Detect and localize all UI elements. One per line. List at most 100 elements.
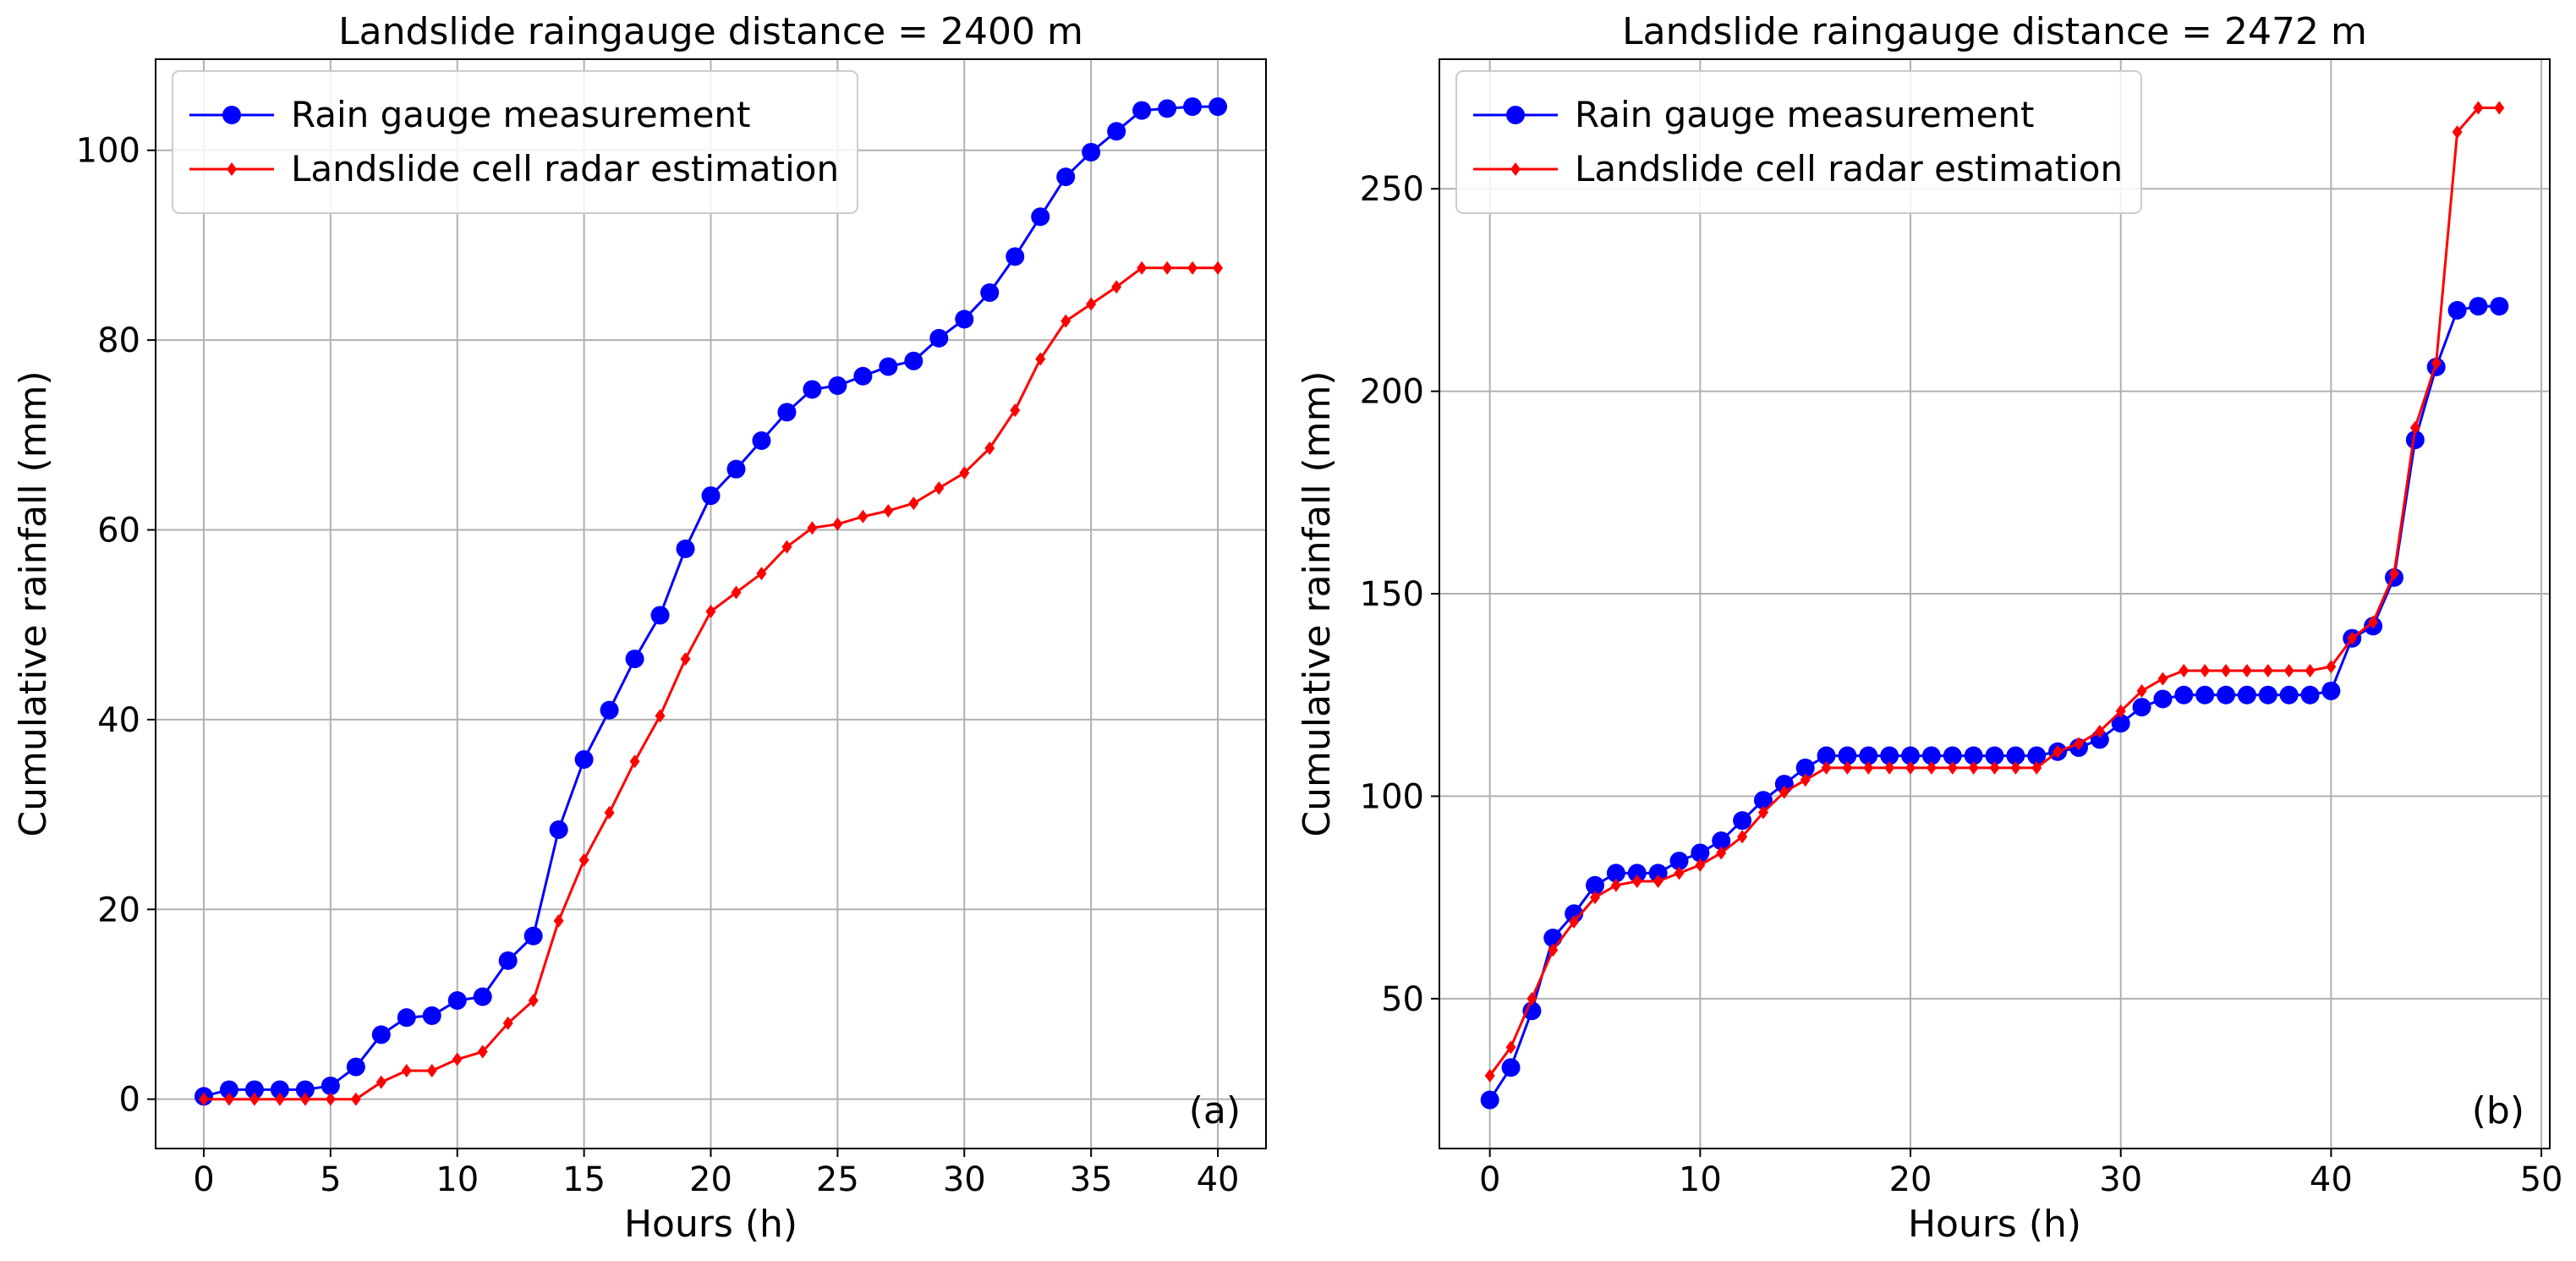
legend-marker-diamond bbox=[227, 162, 237, 176]
rain-gauge-point bbox=[1921, 746, 1941, 765]
rain-gauge-point bbox=[879, 357, 898, 376]
radar-estimation-point bbox=[604, 805, 615, 820]
rain-gauge-point bbox=[1158, 99, 1177, 118]
radar-estimation-point bbox=[908, 496, 919, 511]
radar-estimation-point bbox=[578, 853, 589, 867]
rain-gauge-point bbox=[1712, 831, 1731, 851]
radar-estimation-point bbox=[2326, 660, 2337, 674]
radar-estimation-point bbox=[2368, 615, 2379, 629]
legend-marker-diamond bbox=[1510, 162, 1521, 176]
rain-gauge-point bbox=[2195, 685, 2215, 705]
radar-estimation-point bbox=[325, 1092, 336, 1106]
radar-estimation-point bbox=[1947, 760, 1958, 775]
radar-estimation-point bbox=[274, 1092, 285, 1106]
radar-estimation-point bbox=[2473, 101, 2484, 115]
x-tick-label: 0 bbox=[1479, 1160, 1500, 1199]
rain-gauge-point bbox=[2300, 685, 2320, 705]
rain-gauge-point bbox=[676, 539, 695, 558]
rain-gauge-point bbox=[2006, 746, 2025, 765]
radar-estimation-point bbox=[1821, 760, 1832, 775]
panel-label: (b) bbox=[2472, 1089, 2524, 1132]
rain-gauge-point bbox=[828, 376, 847, 395]
x-axis-label: Hours (h) bbox=[624, 1203, 797, 1246]
radar-estimation-point bbox=[655, 709, 666, 723]
legend-marker-circle bbox=[1506, 106, 1525, 124]
rain-gauge-point bbox=[2237, 685, 2256, 705]
rain-gauge-point bbox=[523, 926, 543, 946]
y-tick-label: 150 bbox=[1360, 575, 1424, 614]
radar-estimation-point bbox=[756, 567, 767, 581]
rain-gauge-point bbox=[726, 459, 746, 479]
rain-gauge-point bbox=[244, 1080, 264, 1099]
chart-panel-a: 0 5 10 15 20 25 30 35 40 0 20 40 60 80 100 Landslide ra… bbox=[12, 10, 1267, 1246]
rain-gauge-point bbox=[2174, 685, 2194, 705]
rain-gauge-point bbox=[625, 650, 644, 669]
radar-estimation-point bbox=[2221, 664, 2232, 678]
radar-estimation-point bbox=[959, 466, 970, 480]
radar-estimation-point bbox=[2431, 356, 2442, 370]
rain-gauge-point bbox=[2153, 689, 2173, 709]
rain-gauge-point bbox=[1733, 811, 1752, 831]
radar-estimation-point bbox=[1610, 878, 1621, 892]
radar-estimation-point bbox=[883, 504, 894, 518]
radar-estimation-point bbox=[375, 1075, 386, 1089]
radar-estimation-point bbox=[2010, 760, 2021, 775]
x-tick-label: 10 bbox=[1679, 1160, 1722, 1199]
radar-estimation-point bbox=[731, 585, 742, 600]
radar-estimation-point bbox=[1162, 260, 1173, 275]
radar-estimation-point bbox=[2347, 631, 2358, 645]
x-tick-label: 40 bbox=[2310, 1160, 2353, 1199]
radar-estimation-point bbox=[2388, 567, 2399, 581]
x-tick-label: 25 bbox=[816, 1160, 859, 1199]
x-tick-label: 15 bbox=[562, 1160, 606, 1199]
y-tick-label: 100 bbox=[76, 132, 140, 171]
y-tick-label: 20 bbox=[97, 891, 140, 929]
radar-estimation-point bbox=[1631, 874, 1642, 888]
radar-estimation-point bbox=[1716, 846, 1727, 860]
radar-estimation-point bbox=[2094, 724, 2105, 738]
radar-estimation-point bbox=[2136, 683, 2147, 698]
rain-gauge-point bbox=[1031, 207, 1050, 227]
rain-gauge-point bbox=[1859, 746, 1878, 765]
chart-title: Landslide raingauge distance = 2400 m bbox=[338, 10, 1083, 53]
radar-estimation-point bbox=[2031, 760, 2042, 775]
radar-estimation-point bbox=[2241, 664, 2252, 678]
series-line-radar-estimation bbox=[1488, 107, 2500, 1077]
radar-estimation-point bbox=[629, 754, 640, 769]
rain-gauge-point bbox=[752, 431, 771, 451]
rain-gauge-point bbox=[1691, 843, 1710, 863]
radar-estimation-point bbox=[1737, 830, 1748, 844]
rain-gauge-point bbox=[1132, 101, 1152, 120]
y-axis-label: Cumulative rainfall (mm) bbox=[12, 370, 55, 836]
rain-gauge-point bbox=[498, 951, 518, 970]
rain-gauge-point bbox=[2279, 685, 2299, 705]
legend-label: Landslide cell radar estimation bbox=[1575, 148, 2123, 189]
rain-gauge-point bbox=[1107, 122, 1126, 141]
rain-gauge-point bbox=[1901, 746, 1921, 765]
radar-estimation-point bbox=[1905, 760, 1916, 775]
radar-estimation-point bbox=[1779, 785, 1789, 799]
x-tick-label: 10 bbox=[436, 1160, 479, 1199]
rain-gauge-point bbox=[270, 1080, 289, 1099]
radar-estimation-point bbox=[858, 509, 869, 524]
radar-estimation-point bbox=[528, 993, 539, 1007]
x-tick-label: 20 bbox=[1889, 1160, 1932, 1199]
radar-estimation-point bbox=[807, 521, 818, 535]
rain-gauge-point bbox=[2321, 681, 2341, 700]
rain-gauge-point bbox=[2111, 714, 2130, 733]
radar-estimation-point bbox=[2115, 704, 2126, 718]
radar-estimation-point bbox=[1505, 1040, 1516, 1055]
radar-estimation-point bbox=[2073, 737, 2084, 751]
y-tick-label: 40 bbox=[97, 701, 140, 740]
rain-gauge-point bbox=[473, 987, 492, 1006]
radar-estimation-point bbox=[2283, 664, 2294, 678]
x-tick-label: 40 bbox=[1197, 1160, 1240, 1199]
radar-estimation-point bbox=[1137, 260, 1148, 275]
rain-gauge-point bbox=[904, 351, 924, 370]
plot-frame bbox=[1439, 58, 2551, 1149]
y-tick-label: 200 bbox=[1360, 373, 1424, 412]
rain-gauge-point bbox=[701, 486, 721, 506]
radar-estimation-point bbox=[1526, 991, 1537, 1006]
radar-estimation-point bbox=[1010, 403, 1021, 418]
